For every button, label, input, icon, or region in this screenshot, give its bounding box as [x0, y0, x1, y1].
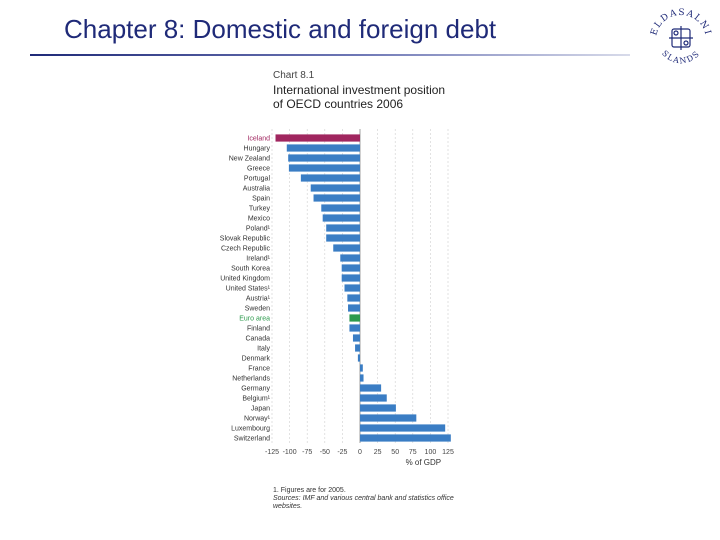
category-label: Belgium¹ — [242, 396, 270, 403]
category-label: Ireland¹ — [246, 256, 270, 263]
category-label: Turkey — [249, 206, 271, 213]
bar-united-states — [344, 284, 360, 292]
x-axis-label: % of GDP — [406, 458, 442, 467]
category-label: New Zealand — [229, 156, 270, 163]
bar-hungary — [286, 144, 360, 152]
bar-finland — [349, 324, 360, 332]
bar-canada — [352, 334, 360, 342]
category-label: Switzerland — [234, 436, 270, 443]
category-label: Canada — [245, 336, 270, 343]
bar-slovak-republic — [326, 234, 360, 242]
bar-new-zealand — [288, 154, 360, 162]
bar-denmark — [357, 354, 360, 362]
bar-iceland — [275, 134, 360, 142]
chart-number: Chart 8.1 — [273, 70, 315, 81]
chart-header: Chart 8.1 International investment posit… — [273, 70, 453, 111]
category-label: United Kingdom — [220, 276, 270, 283]
bar-australia — [310, 184, 360, 192]
bar-czech-republic — [333, 244, 360, 252]
title-underline — [30, 54, 630, 56]
bar-ireland — [340, 254, 360, 262]
bar-greece — [288, 164, 360, 172]
x-tick-label: 25 — [374, 449, 382, 456]
bar-united-kingdom — [341, 274, 360, 282]
category-label: Austria¹ — [246, 296, 271, 303]
category-label: Iceland — [247, 136, 270, 143]
category-label: Hungary — [244, 146, 271, 153]
category-label: Mexico — [248, 216, 270, 223]
x-tick-label: 75 — [409, 449, 417, 456]
x-tick-label: -100 — [283, 449, 297, 456]
chart-footnotes: 1. Figures are for 2005. Sources: IMF an… — [273, 487, 473, 511]
bar-norway — [360, 414, 417, 422]
bar-mexico — [322, 214, 360, 222]
x-tick-label: -125 — [265, 449, 279, 456]
category-label: Denmark — [242, 356, 271, 363]
bar-sweden — [348, 304, 360, 312]
bar-japan — [360, 404, 396, 412]
category-label: Japan — [251, 406, 270, 413]
category-label: Greece — [247, 166, 270, 173]
bar-belgium — [360, 394, 387, 402]
category-label: Germany — [241, 386, 270, 393]
x-tick-label: 0 — [358, 449, 362, 456]
x-tick-label: -25 — [337, 449, 347, 456]
category-label: Luxembourg — [231, 426, 270, 433]
chart-footnote: 1. Figures are for 2005. — [273, 487, 346, 494]
x-tick-label: 125 — [442, 449, 454, 456]
category-label: Sweden — [245, 306, 270, 313]
category-label: Czech Republic — [221, 246, 271, 253]
category-label: Poland¹ — [246, 226, 271, 233]
bar-france — [360, 364, 363, 372]
category-label: South Korea — [231, 266, 270, 273]
chart-source: Sources: IMF and various central bank an… — [273, 495, 454, 510]
bar-poland — [326, 224, 360, 232]
bar-italy — [355, 344, 360, 352]
category-label: United States¹ — [226, 286, 271, 293]
category-label: Netherlands — [232, 376, 270, 383]
x-tick-label: -75 — [302, 449, 312, 456]
bar-netherlands — [360, 374, 364, 382]
category-label: Norway¹ — [244, 416, 271, 423]
bar-portugal — [300, 174, 360, 182]
slide-title: Chapter 8: Domestic and foreign debt — [64, 14, 497, 44]
university-seal-icon: ELDASALNI SLANDS — [649, 8, 711, 66]
seal-bottom-text: SLANDS — [660, 49, 700, 66]
bar-luxembourg — [360, 424, 446, 432]
bar-switzerland — [360, 434, 451, 442]
seal-emblem-icon — [669, 26, 693, 50]
x-tick-label: 50 — [391, 449, 399, 456]
category-label: France — [248, 366, 270, 373]
category-label: Australia — [243, 186, 270, 193]
category-label: Portugal — [244, 176, 271, 183]
category-label: Slovak Republic — [220, 236, 271, 243]
bar-turkey — [321, 204, 360, 212]
category-label: Italy — [257, 346, 270, 353]
bar-germany — [360, 384, 382, 392]
bar-south-korea — [341, 264, 360, 272]
category-label: Euro area — [239, 316, 270, 323]
bar-spain — [313, 194, 360, 202]
svg-text:SLANDS: SLANDS — [660, 49, 702, 66]
category-label: Finland — [247, 326, 270, 333]
bar-euro-area — [349, 314, 360, 322]
chart-title: International investment position of OEC… — [273, 83, 446, 111]
x-tick-label: -50 — [320, 449, 330, 456]
bar-austria — [347, 294, 360, 302]
category-label: Spain — [252, 196, 270, 203]
x-tick-label: 100 — [425, 449, 437, 456]
investment-position-chart: Iceland Hungary New Zealand Greece Portugal A… — [220, 129, 454, 467]
